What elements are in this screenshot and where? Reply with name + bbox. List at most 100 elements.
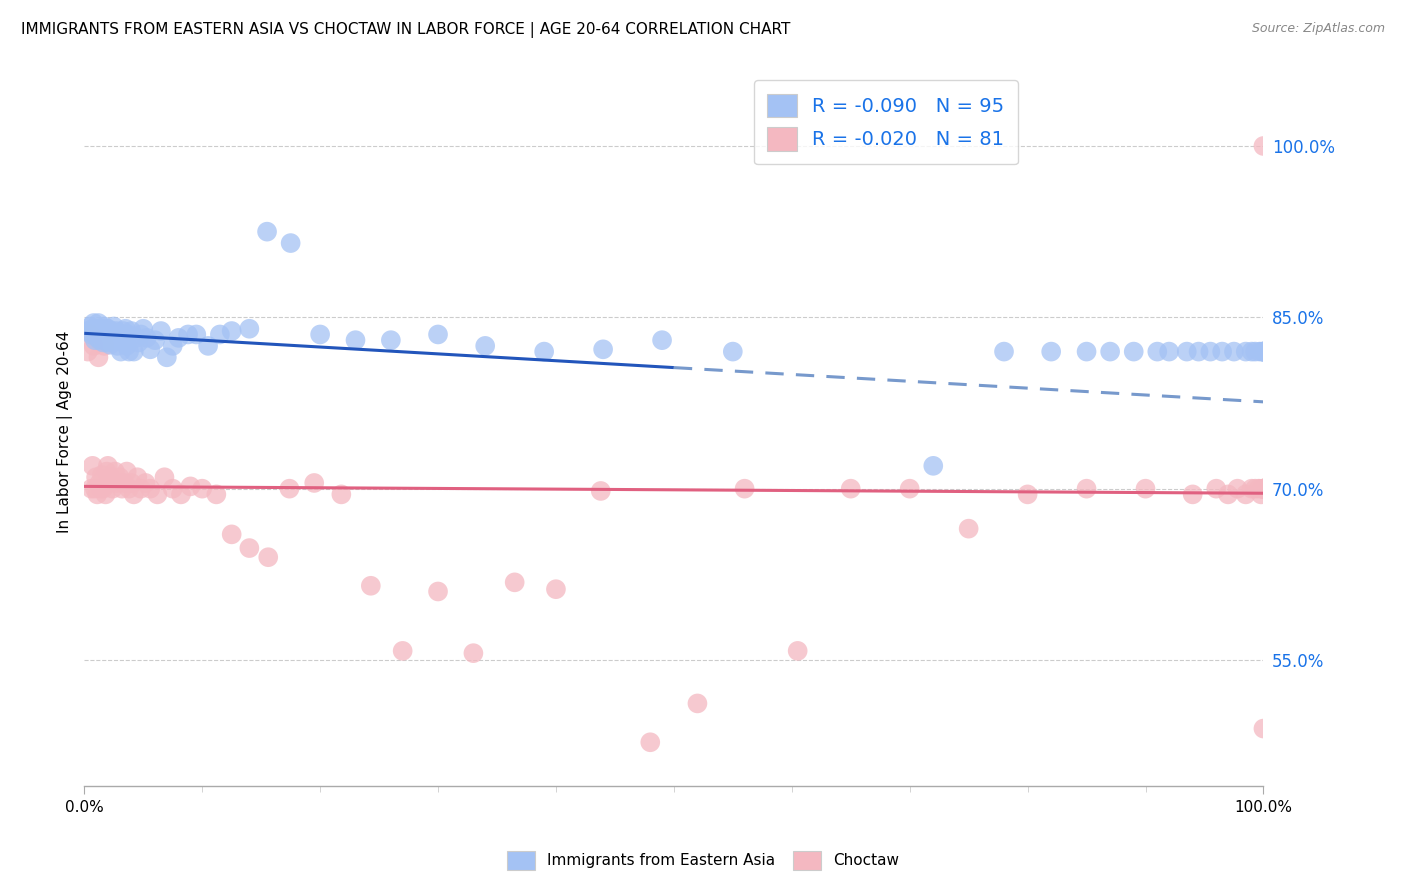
Point [1040,344,1063,359]
Point [256,225,278,239]
Point [93,339,115,353]
Point [118,482,141,496]
Point [111,482,134,496]
Point [957,522,980,536]
Point [156,351,179,365]
Point [221,324,243,338]
Point [391,644,413,658]
Point [474,339,496,353]
Legend: R = -0.090   N = 95, R = -0.020   N = 81: R = -0.090 N = 95, R = -0.020 N = 81 [754,80,1018,164]
Point [103,319,125,334]
Point [93,324,115,338]
Point [1253,344,1275,359]
Point [898,482,921,496]
Point [1223,344,1246,359]
Point [721,344,744,359]
Point [112,324,135,338]
Point [110,344,132,359]
Point [84,322,107,336]
Point [112,475,135,490]
Y-axis label: In Labor Force | Age 20-64: In Labor Force | Age 20-64 [58,330,73,533]
Point [786,644,808,658]
Point [80,327,103,342]
Point [76,324,98,338]
Point [91,467,114,482]
Point [1249,344,1271,359]
Point [112,335,135,350]
Point [1216,487,1239,501]
Point [589,483,612,498]
Point [94,333,117,347]
Point [111,331,134,345]
Point [89,475,111,490]
Point [87,351,110,365]
Point [427,584,450,599]
Point [91,327,114,342]
Point [221,527,243,541]
Point [257,550,280,565]
Point [91,322,114,336]
Point [1234,487,1257,501]
Point [115,465,138,479]
Point [89,333,111,347]
Point [191,482,214,496]
Point [127,470,149,484]
Point [103,327,125,342]
Point [89,326,111,341]
Point [1199,344,1222,359]
Point [129,482,152,496]
Point [115,339,138,353]
Point [1253,344,1275,359]
Point [1017,487,1039,501]
Point [1159,344,1181,359]
Point [98,331,121,345]
Point [135,331,157,345]
Point [344,333,367,347]
Point [86,487,108,501]
Point [1181,487,1204,501]
Point [1253,482,1275,496]
Point [91,335,114,350]
Point [1253,344,1275,359]
Point [1240,482,1263,496]
Point [104,465,127,479]
Point [1146,344,1168,359]
Point [167,331,190,345]
Point [98,327,121,342]
Point [90,324,112,338]
Point [1240,344,1263,359]
Point [1250,487,1272,501]
Point [651,333,673,347]
Point [139,482,162,496]
Point [1099,344,1122,359]
Point [93,319,115,334]
Point [105,339,128,353]
Point [993,344,1015,359]
Point [91,331,114,345]
Point [360,579,382,593]
Point [139,343,162,357]
Point [177,327,200,342]
Point [82,322,104,336]
Point [463,646,485,660]
Point [1253,344,1275,359]
Point [302,475,325,490]
Point [117,327,139,342]
Point [98,337,121,351]
Point [839,482,862,496]
Point [1253,482,1275,496]
Point [105,475,128,490]
Point [108,327,131,342]
Point [100,324,122,338]
Point [1247,482,1270,496]
Text: Source: ZipAtlas.com: Source: ZipAtlas.com [1251,22,1385,36]
Point [686,697,709,711]
Point [120,475,142,490]
Point [208,327,231,342]
Point [132,322,155,336]
Point [114,322,136,336]
Point [143,333,166,347]
Point [129,327,152,342]
Point [1253,482,1275,496]
Point [122,487,145,501]
